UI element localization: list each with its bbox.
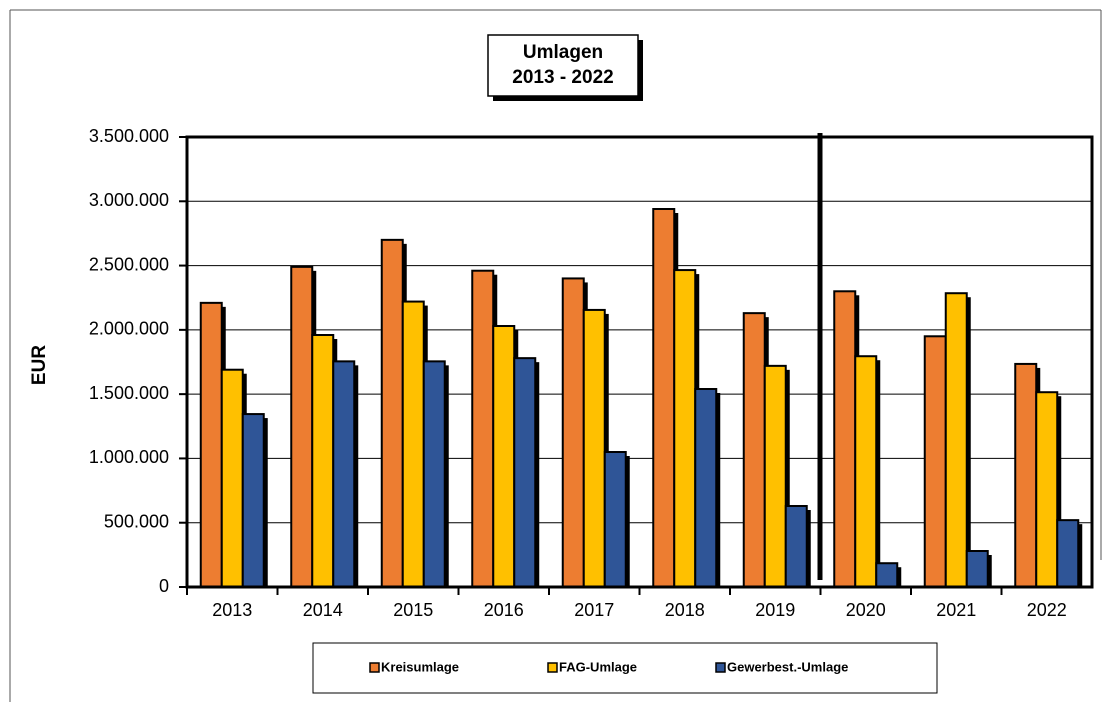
bar: [694, 388, 718, 588]
bar: [1014, 362, 1038, 588]
bar: [854, 355, 878, 589]
bar: [561, 277, 585, 588]
legend-label: Kreisumlage: [381, 659, 459, 674]
bar: [944, 292, 968, 588]
bar: [582, 308, 606, 588]
y-tick-label: 3.500.000: [89, 126, 169, 146]
y-tick-label: 1.000.000: [89, 447, 169, 467]
bar: [784, 505, 808, 588]
x-tick-label: 2016: [484, 600, 524, 620]
y-tick-label: 1.500.000: [89, 383, 169, 403]
y-tick-label: 3.000.000: [89, 190, 169, 210]
y-tick-label: 500.000: [104, 511, 169, 531]
bar: [220, 368, 244, 589]
legend-box: [312, 642, 938, 694]
bar: [513, 357, 537, 588]
x-tick-label: 2014: [303, 600, 343, 620]
bar: [290, 265, 314, 588]
bar: [380, 238, 404, 588]
bar: [471, 269, 495, 588]
bar: [1056, 519, 1080, 589]
x-tick-label: 2018: [665, 600, 705, 620]
bar: [923, 335, 947, 588]
bar: [332, 360, 356, 588]
x-tick-label: 2013: [212, 600, 252, 620]
legend-swatch: [547, 662, 558, 673]
bar: [422, 360, 446, 588]
bar: [492, 325, 516, 588]
bar: [603, 451, 627, 588]
x-tick-label: 2020: [846, 600, 886, 620]
plot-border: [185, 135, 1094, 589]
legend-label: FAG-Umlage: [559, 659, 637, 674]
frame: [9, 9, 1102, 702]
bar: [875, 562, 899, 589]
bar: [1035, 391, 1059, 589]
x-tick-label: 2017: [574, 600, 614, 620]
chart-subtitle: 2013 - 2022: [512, 67, 613, 88]
bar: [199, 301, 223, 588]
x-tick-label: 2019: [755, 600, 795, 620]
y-tick-label: 2.000.000: [89, 319, 169, 339]
y-axis-label: EUR: [29, 345, 50, 385]
y-tick-label: 0: [159, 576, 169, 596]
chart-title: Umlagen: [523, 42, 603, 63]
bar: [652, 208, 676, 588]
x-tick-label: 2021: [936, 600, 976, 620]
legend-swatch: [369, 662, 380, 673]
bar: [311, 334, 335, 588]
bar: [241, 413, 265, 589]
bar: [833, 290, 857, 588]
bar: [763, 364, 787, 588]
y-tick-label: 2.500.000: [89, 254, 169, 274]
title-box: [487, 34, 639, 97]
bar: [742, 312, 766, 588]
legend-label: Gewerbest.-Umlage: [727, 659, 848, 674]
bar: [673, 269, 697, 588]
x-tick-label: 2015: [393, 600, 433, 620]
legend-swatch: [715, 662, 726, 673]
x-tick-label: 2022: [1027, 600, 1067, 620]
bar: [965, 550, 989, 588]
bar: [401, 300, 425, 588]
